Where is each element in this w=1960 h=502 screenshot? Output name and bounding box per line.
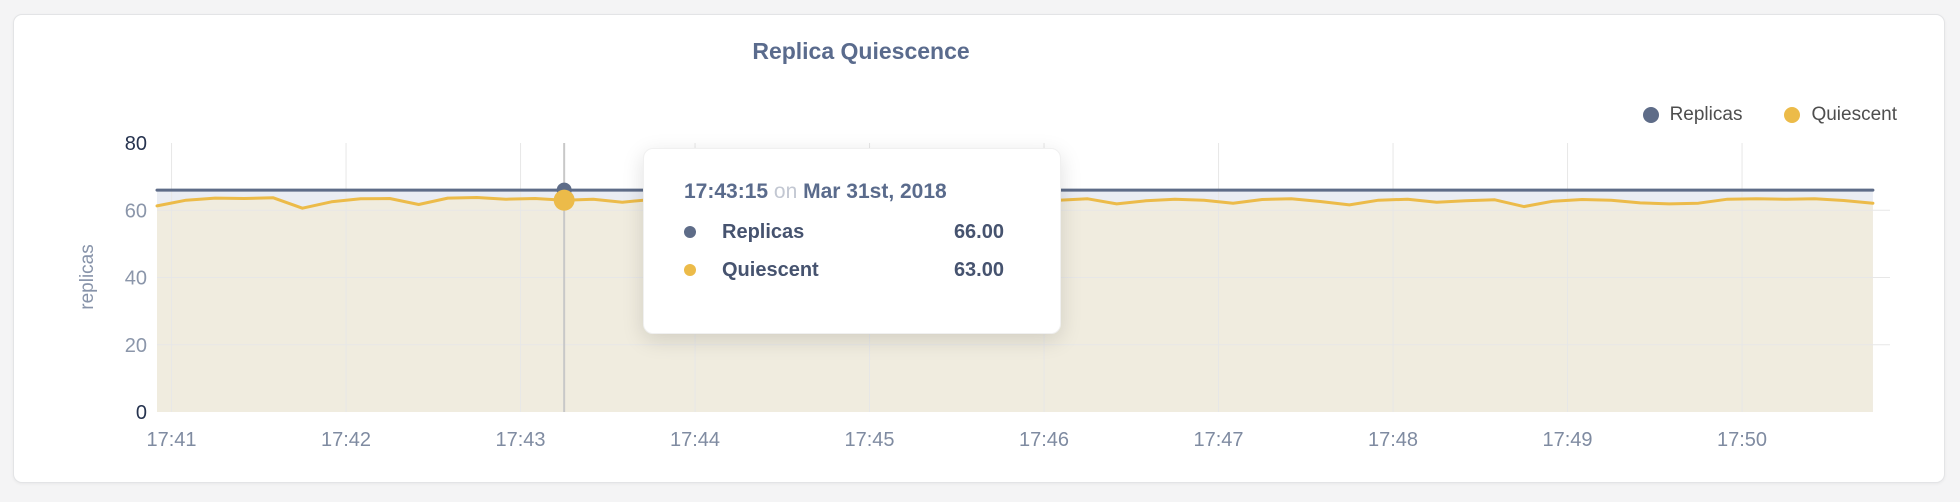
x-axis-tick-label: 17:50: [1717, 429, 1767, 451]
x-axis-tick-label: 17:43: [496, 429, 546, 451]
tooltip-connector: on: [773, 180, 798, 203]
y-axis-tick-label: 80: [125, 133, 147, 155]
tooltip-series-label: Replicas: [722, 220, 805, 243]
x-axis-tick-label: 17:46: [1019, 429, 1069, 451]
tooltip-series-label: Quiescent: [722, 258, 819, 281]
tooltip-row: Quiescent 63.00: [684, 255, 1004, 285]
legend-color-dot-quiescent: [1784, 107, 1801, 123]
chart-tooltip: 17:43:15 on Mar 31st, 2018 Replicas 66.0…: [643, 148, 1061, 334]
chart-title: Replica Quiescence: [752, 38, 970, 64]
legend-color-dot-replicas: [1642, 107, 1659, 123]
tooltip-date: Mar 31st, 2018: [803, 180, 947, 203]
tooltip-series-value: 66.00: [953, 220, 1004, 243]
series-color-dot: [684, 264, 696, 276]
legend: Replicas Quiescent: [1642, 104, 1897, 126]
x-axis-tick-label: 17:44: [670, 429, 720, 451]
x-axis-tick-label: 17:41: [147, 429, 197, 451]
hover-dot-quiescent: [553, 189, 575, 211]
tooltip-time: 17:43:15: [684, 180, 769, 203]
legend-item-replicas[interactable]: Replicas: [1642, 104, 1743, 126]
y-axis-tick-label: 40: [125, 268, 147, 290]
x-axis-tick-label: 17:45: [845, 429, 895, 451]
tooltip-series-value: 63.00: [953, 258, 1004, 281]
legend-item-label: Quiescent: [1811, 104, 1897, 125]
y-axis-tick-label: 20: [125, 335, 147, 357]
x-axis-tick-label: 17:48: [1368, 429, 1418, 451]
y-axis-tick-label: 0: [136, 402, 147, 424]
tooltip-row: Replicas 66.00: [684, 217, 1004, 247]
x-axis-tick-label: 17:42: [321, 429, 371, 451]
tooltip-header: 17:43:15 on Mar 31st, 2018: [684, 180, 1004, 204]
legend-item-label: Replicas: [1669, 104, 1743, 125]
x-axis-tick-label: 17:47: [1194, 429, 1244, 451]
y-axis-tick-label: 60: [125, 200, 147, 222]
legend-item-quiescent[interactable]: Quiescent: [1784, 104, 1897, 126]
x-axis-tick-label: 17:49: [1543, 429, 1593, 451]
series-color-dot: [684, 226, 696, 238]
